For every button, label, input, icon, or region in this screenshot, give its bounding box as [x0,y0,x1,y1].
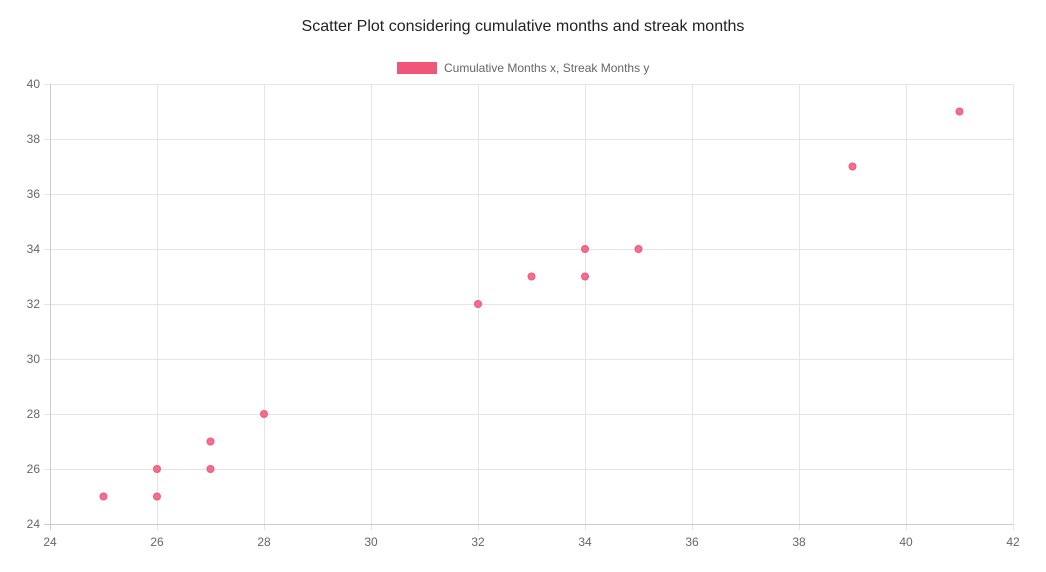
y-tick-label: 34 [27,242,41,256]
data-point[interactable] [206,465,215,473]
data-point[interactable] [527,272,536,281]
x-tick-label: 26 [150,535,164,549]
axes: 24 26 28 30 32 34 36 38 40 42 24 26 28 30 32 34 36 38 40 [27,77,1020,549]
data-point[interactable] [848,162,857,171]
data-point[interactable] [634,245,643,253]
data-point[interactable] [153,465,161,473]
data-point[interactable] [581,272,589,281]
data-point[interactable] [99,492,108,501]
y-tick-label: 28 [27,407,41,421]
x-tick-label: 36 [685,535,699,549]
y-tick-label: 32 [27,297,41,311]
data-point[interactable] [260,410,268,418]
data-point[interactable] [153,492,161,501]
data-point[interactable] [955,107,964,116]
x-tick-label: 28 [257,535,271,549]
x-tick-label: 24 [43,535,57,549]
y-tick-label: 38 [27,132,41,146]
chart-title: Scatter Plot considering cumulative mont… [302,18,745,35]
legend-label: Cumulative Months x, Streak Months y [444,61,649,75]
x-tick-label: 34 [578,535,592,549]
x-tick-label: 42 [1006,535,1020,549]
data-point[interactable] [581,245,589,253]
y-tick-label: 40 [27,77,41,91]
x-tick-label: 30 [364,535,378,549]
grid [44,84,1014,530]
x-tick-label: 32 [471,535,485,549]
y-tick-label: 24 [27,517,41,531]
y-tick-label: 36 [27,187,41,201]
x-tick-label: 38 [792,535,806,549]
x-tick-label: 40 [899,535,913,549]
data-points [99,107,964,501]
y-tick-label: 26 [27,462,41,476]
data-point[interactable] [474,300,482,308]
data-point[interactable] [206,437,215,446]
legend-swatch [397,62,437,74]
legend[interactable]: Cumulative Months x, Streak Months y [397,61,649,75]
y-tick-label: 30 [27,352,41,366]
